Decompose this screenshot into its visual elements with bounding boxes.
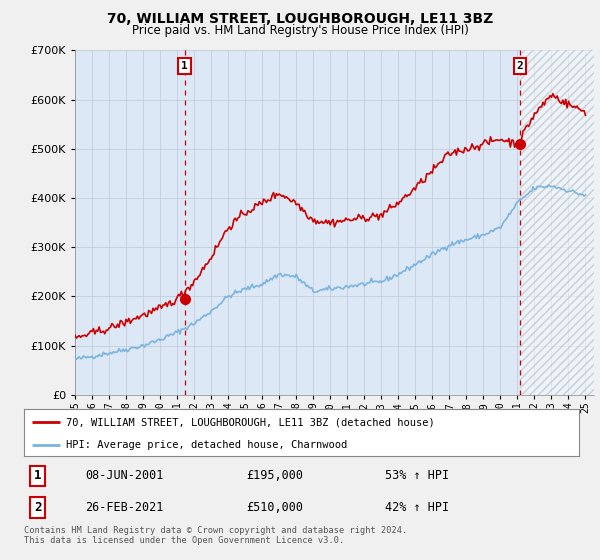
- Text: 53% ↑ HPI: 53% ↑ HPI: [385, 469, 449, 483]
- Text: £195,000: £195,000: [246, 469, 303, 483]
- Text: 2: 2: [517, 61, 523, 71]
- Text: 70, WILLIAM STREET, LOUGHBOROUGH, LE11 3BZ (detached house): 70, WILLIAM STREET, LOUGHBOROUGH, LE11 3…: [65, 417, 434, 427]
- Text: This data is licensed under the Open Government Licence v3.0.: This data is licensed under the Open Gov…: [24, 536, 344, 545]
- Text: HPI: Average price, detached house, Charnwood: HPI: Average price, detached house, Char…: [65, 440, 347, 450]
- Text: 1: 1: [181, 61, 188, 71]
- Text: 1: 1: [34, 469, 41, 483]
- Text: 42% ↑ HPI: 42% ↑ HPI: [385, 501, 449, 514]
- Text: 08-JUN-2001: 08-JUN-2001: [85, 469, 163, 483]
- Text: 26-FEB-2021: 26-FEB-2021: [85, 501, 163, 514]
- Text: £510,000: £510,000: [246, 501, 303, 514]
- Text: 2: 2: [34, 501, 41, 514]
- Bar: [520, 50, 594, 395]
- Text: Price paid vs. HM Land Registry's House Price Index (HPI): Price paid vs. HM Land Registry's House …: [131, 24, 469, 36]
- Text: 70, WILLIAM STREET, LOUGHBOROUGH, LE11 3BZ: 70, WILLIAM STREET, LOUGHBOROUGH, LE11 3…: [107, 12, 493, 26]
- Text: Contains HM Land Registry data © Crown copyright and database right 2024.: Contains HM Land Registry data © Crown c…: [24, 526, 407, 535]
